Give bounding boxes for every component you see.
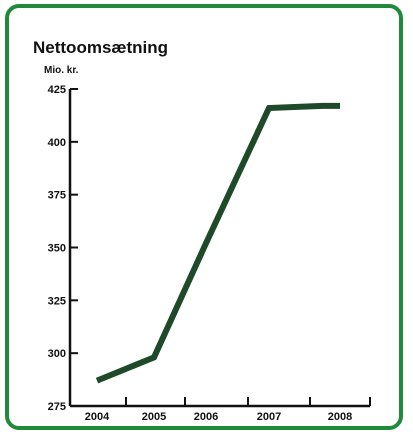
- y-tick-label: 325: [48, 295, 66, 307]
- x-tick-label: 2005: [142, 411, 166, 423]
- y-tick-label: 425: [48, 84, 66, 96]
- chart-card: [5, 4, 403, 430]
- y-tick-label: 275: [48, 401, 66, 413]
- x-tick-label: 2007: [257, 411, 281, 423]
- y-tick-label: 300: [48, 348, 66, 360]
- y-axis-unit-label: Mio. kr.: [44, 65, 79, 76]
- y-tick-label: 350: [48, 243, 66, 255]
- y-tick-label: 400: [48, 137, 66, 149]
- x-tick-label: 2008: [328, 411, 352, 423]
- series-line: [95, 102, 340, 384]
- chart-title: Nettoomsætning: [33, 38, 169, 57]
- y-tick-label: 375: [48, 190, 66, 202]
- x-tick-label: 2006: [194, 411, 218, 423]
- x-tick-label: 2004: [85, 411, 110, 423]
